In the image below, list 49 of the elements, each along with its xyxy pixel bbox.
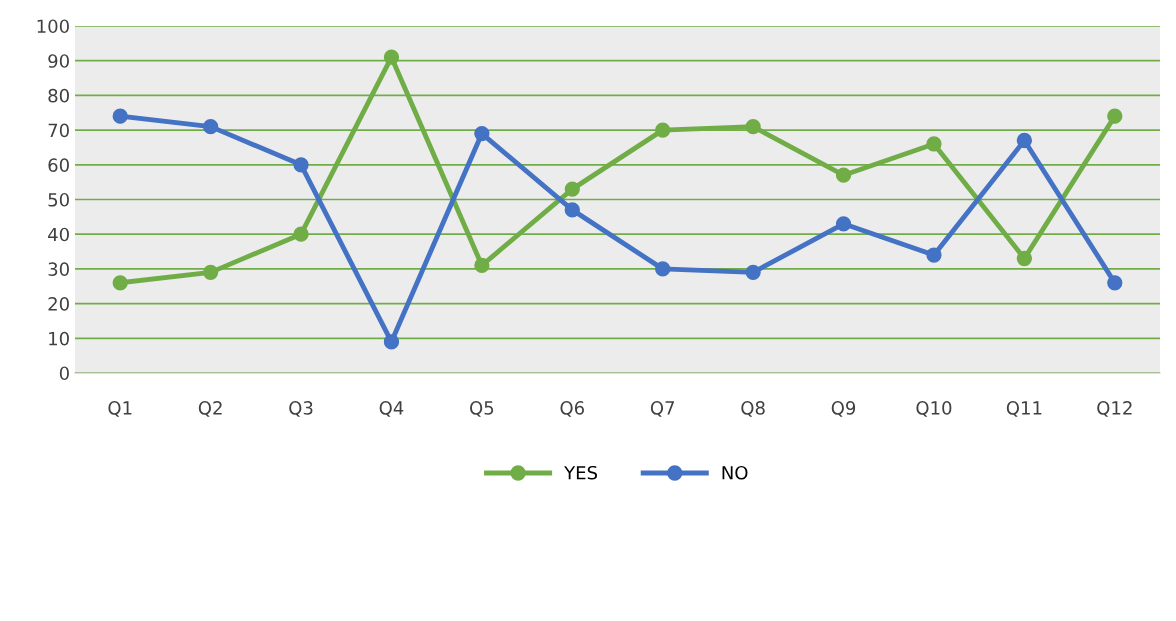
point bbox=[655, 122, 671, 138]
point bbox=[835, 167, 852, 183]
point bbox=[835, 216, 852, 232]
x-tick-label: Q1 bbox=[108, 401, 132, 417]
x-tick-label: Q8 bbox=[741, 401, 765, 417]
y-tick-label: 60 bbox=[48, 158, 69, 172]
point bbox=[112, 108, 128, 124]
x-tick-label: Q9 bbox=[831, 401, 856, 417]
point bbox=[926, 247, 942, 263]
legend-label: YES bbox=[564, 465, 598, 480]
point bbox=[745, 118, 761, 135]
x-tick-label: Q6 bbox=[560, 401, 584, 417]
point bbox=[1107, 108, 1123, 124]
y-tick-label: 0 bbox=[59, 366, 69, 381]
point bbox=[474, 257, 490, 274]
point bbox=[926, 136, 942, 152]
point bbox=[112, 275, 128, 291]
x-tick-label: Q3 bbox=[289, 401, 313, 417]
y-tick-label: 100 bbox=[37, 19, 69, 34]
x-tick-label: Q7 bbox=[650, 401, 675, 417]
point bbox=[293, 157, 309, 173]
y-tick-label: 40 bbox=[48, 227, 69, 242]
legend-label: NO bbox=[722, 465, 748, 480]
y-tick-label: 70 bbox=[48, 123, 69, 138]
y-tick-label: 10 bbox=[49, 331, 69, 346]
x-tick-label: Q11 bbox=[1006, 401, 1042, 417]
point bbox=[383, 49, 400, 65]
point bbox=[293, 226, 309, 242]
y-tick-label: 80 bbox=[48, 88, 69, 103]
point bbox=[202, 118, 219, 135]
x-tick-label: Q2 bbox=[198, 401, 222, 417]
y-tick-label: 20 bbox=[48, 297, 69, 311]
point bbox=[564, 181, 580, 197]
point bbox=[474, 125, 490, 142]
point bbox=[745, 264, 761, 281]
point bbox=[383, 334, 400, 350]
point bbox=[202, 264, 219, 281]
point bbox=[564, 202, 580, 218]
x-tick-label: Q10 bbox=[916, 401, 952, 417]
point bbox=[1016, 132, 1033, 149]
point bbox=[655, 261, 671, 277]
y-tick-label: 50 bbox=[48, 192, 69, 207]
point bbox=[1016, 250, 1033, 267]
x-tick-label: Q12 bbox=[1097, 401, 1132, 417]
x-tick-label: Q5 bbox=[470, 401, 494, 417]
point bbox=[1107, 275, 1123, 291]
y-tick-label: 90 bbox=[48, 54, 69, 68]
y-tick-label: 30 bbox=[48, 262, 69, 277]
x-tick-label: Q4 bbox=[379, 401, 404, 417]
